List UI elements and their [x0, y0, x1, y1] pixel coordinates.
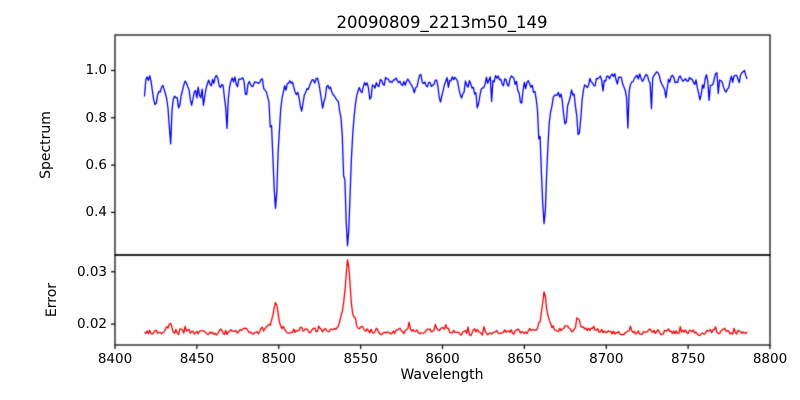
x-tick-label: 8450	[179, 351, 215, 367]
x-tick-label: 8650	[507, 351, 542, 367]
error-y-tick-label: 0.02	[76, 316, 107, 333]
error-y-axis-label: Error	[44, 282, 60, 318]
x-tick-label: 8800	[752, 351, 788, 367]
x-axis-label: Wavelength	[400, 367, 484, 383]
x-tick-label: 8400	[97, 351, 133, 367]
x-tick-label: 8750	[670, 351, 706, 367]
x-tick-label: 8700	[589, 351, 624, 367]
spectrum-y-tick-label: 0.8	[85, 109, 107, 126]
spectrum-y-tick-label: 0.6	[85, 157, 107, 174]
error-y-tick-label: 0.03	[76, 263, 107, 280]
x-tick-label: 8550	[343, 351, 378, 367]
chart-title: 20090809_2213m50_149	[336, 13, 548, 32]
spectrum-y-tick-label: 1.0	[85, 62, 107, 79]
x-tick-label: 8600	[425, 351, 460, 367]
spectrum-y-axis-label: Spectrum	[38, 111, 54, 179]
x-tick-label: 8500	[261, 351, 296, 367]
spectrum-y-tick-label: 0.4	[85, 204, 107, 221]
